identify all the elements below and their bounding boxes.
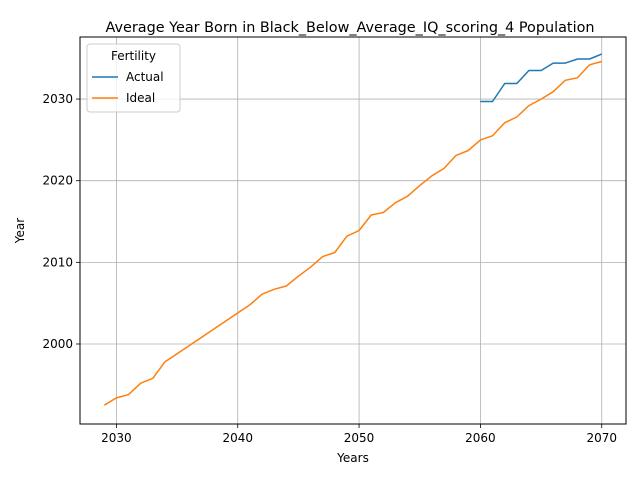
x-tick-label: 2070 xyxy=(586,431,617,445)
series-line-ideal xyxy=(103,60,602,406)
y-tick-label: 2010 xyxy=(42,255,73,269)
x-tick-label: 2050 xyxy=(344,431,375,445)
series-lines xyxy=(103,53,602,406)
y-tick-label: 2000 xyxy=(42,337,73,351)
legend-title: Fertility xyxy=(111,49,156,63)
x-axis-label: Years xyxy=(336,451,369,465)
x-tick-label: 2060 xyxy=(465,431,496,445)
y-tick-label: 2030 xyxy=(42,92,73,106)
legend-label: Ideal xyxy=(126,91,155,105)
series-line-actual xyxy=(480,53,602,103)
axis-ticks: 2030 2040 2050 2060 2070 2000 2010 2020 2030 xyxy=(42,92,617,445)
legend-label: Actual xyxy=(126,70,164,84)
legend-box xyxy=(86,43,181,113)
y-axis-label: Year xyxy=(13,218,27,244)
x-tick-label: 2030 xyxy=(101,431,132,445)
axes-frame xyxy=(79,36,627,425)
chart-title: Average Year Born in Black_Below_Average… xyxy=(105,20,594,36)
legend: Fertility Actual Ideal xyxy=(86,43,181,113)
y-tick-label: 2020 xyxy=(42,174,73,188)
x-tick-label: 2040 xyxy=(222,431,253,445)
